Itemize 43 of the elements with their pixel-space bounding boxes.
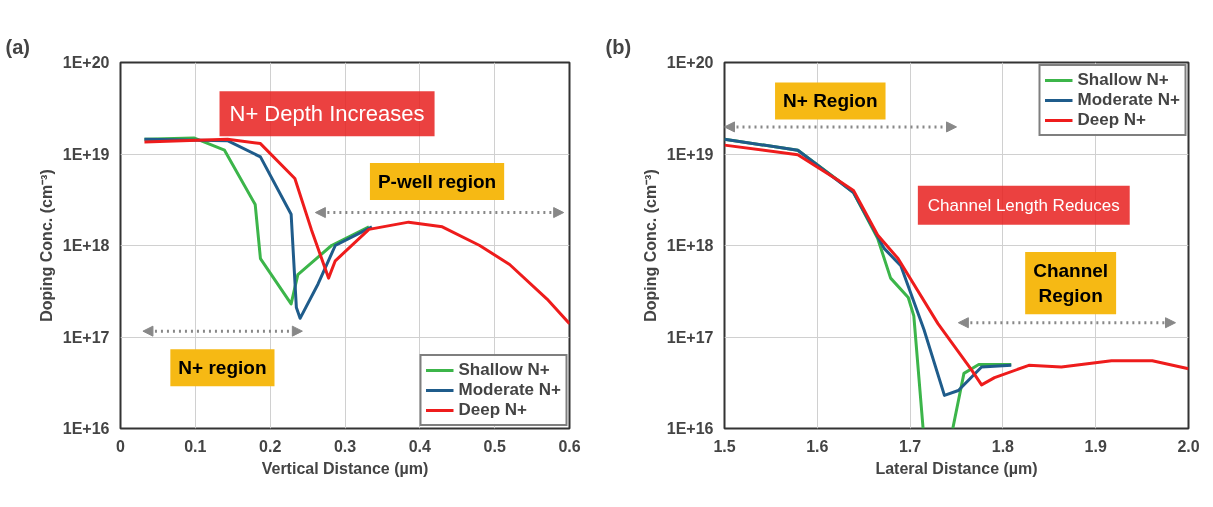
x-tick-label: 0.2 (259, 437, 282, 455)
legend-label: Shallow N+ (458, 360, 550, 380)
annotation: N+ Depth Increases (229, 101, 425, 127)
x-tick-label: 0.5 (483, 437, 506, 455)
x-tick-label: 0 (116, 437, 126, 455)
x-axis-title: Lateral Distance (µm) (875, 459, 1038, 477)
line-series (142, 137, 570, 326)
annotation: Channel Length Reduces (927, 195, 1120, 215)
x-tick-label: 1.6 (806, 437, 829, 455)
y-tick-label: 1E+16 (666, 420, 714, 437)
annotation: N+ region (178, 357, 267, 379)
x-tick-label: 0.1 (184, 437, 207, 455)
x-tick-label: 0.4 (408, 437, 432, 455)
y-tick-label: 1E+19 (62, 145, 110, 163)
y-tick-label: 1E+19 (666, 145, 714, 163)
annotation: Channel Region (1033, 260, 1109, 307)
x-tick-label: 0.3 (333, 437, 357, 455)
y-tick-label: 1E+18 (62, 237, 110, 254)
y-tick-label: 1E+18 (666, 237, 714, 254)
y-tick-label: 1E+17 (666, 328, 714, 346)
legend-label: Deep N+ (458, 400, 527, 420)
legend-label: Moderate N+ (1077, 90, 1180, 110)
x-tick-label: 1.8 (991, 437, 1015, 455)
y-tick-label: 1E+16 (62, 420, 110, 437)
legend-label: Deep N+ (1077, 110, 1146, 130)
y-tick-label: 1E+20 (62, 54, 110, 71)
annotation: P-well region (377, 170, 497, 192)
legend-label: Shallow N+ (1077, 70, 1169, 90)
y-axis-title: Doping Conc. (cm⁻³) (641, 169, 659, 322)
legend-label: Moderate N+ (458, 380, 561, 400)
chart-title: (a) (5, 35, 30, 58)
x-axis-title: Vertical Distance (µm) (261, 459, 429, 477)
annotation: N+ Region (783, 90, 878, 112)
chart-title: (b) (605, 35, 632, 58)
x-tick-label: 1.9 (1084, 437, 1107, 455)
y-tick-label: 1E+20 (666, 54, 714, 71)
x-tick-label: 0.6 (558, 437, 581, 455)
x-tick-label: 1.5 (713, 437, 736, 455)
y-axis-title: Doping Conc. (cm⁻³) (37, 169, 55, 322)
line-series (724, 143, 1189, 387)
x-tick-label: 2.0 (1177, 437, 1200, 455)
y-tick-label: 1E+17 (62, 328, 110, 346)
x-tick-label: 1.7 (898, 437, 922, 455)
